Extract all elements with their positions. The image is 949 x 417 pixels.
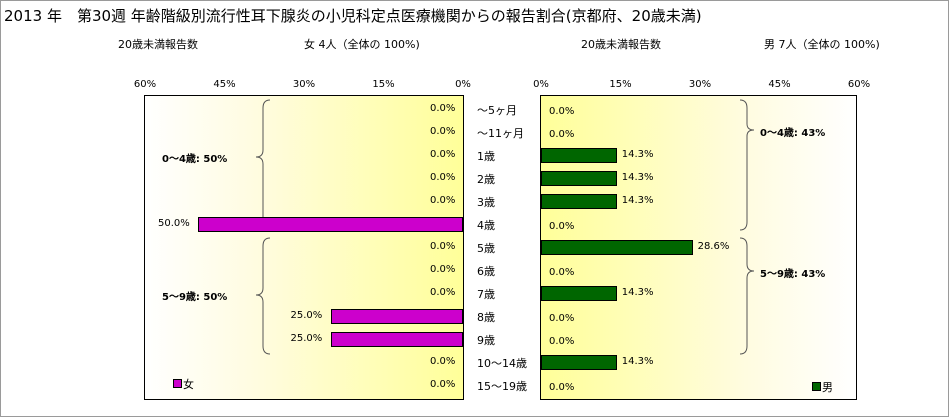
male-x-tick: 45% — [768, 79, 791, 90]
category-label: 4歳 — [477, 219, 495, 232]
female-plot-area — [144, 95, 464, 400]
female-value-label: 25.0% — [290, 333, 323, 344]
category-label: 2歳 — [477, 173, 495, 186]
male-value-label: 28.6% — [697, 241, 730, 252]
female-header-count-label: 20歳未満報告数 — [118, 38, 198, 51]
female-brace-5-9 — [255, 237, 271, 355]
female-value-label: 0.0% — [430, 287, 456, 298]
female-value-label: 0.0% — [430, 149, 456, 160]
male-bar — [541, 285, 617, 301]
male-value-label: 14.3% — [621, 356, 654, 367]
male-value-label: 14.3% — [621, 287, 654, 298]
female-brace-0-4 — [255, 99, 271, 231]
male-x-tick: 15% — [609, 79, 632, 90]
male-value-label: 14.3% — [621, 149, 654, 160]
female-value-label: 0.0% — [430, 195, 456, 206]
male-value-label: 0.0% — [549, 221, 575, 232]
female-value-label: 0.0% — [430, 103, 456, 114]
female-legend: 女 — [173, 376, 194, 392]
female-x-tick: 45% — [213, 79, 236, 90]
female-legend-swatch — [173, 379, 182, 388]
male-bar — [541, 170, 617, 186]
female-value-label: 0.0% — [430, 356, 456, 367]
female-bar — [198, 216, 463, 232]
female-value-label: 0.0% — [430, 172, 456, 183]
male-value-label: 0.0% — [549, 313, 575, 324]
category-label: 15～19歳 — [477, 380, 527, 393]
category-label: 9歳 — [477, 334, 495, 347]
category-label: 8歳 — [477, 311, 495, 324]
female-value-label: 0.0% — [430, 241, 456, 252]
male-group-label-0-4: 0～4歳: 43% — [760, 128, 826, 139]
male-bar — [541, 193, 617, 209]
male-value-label: 14.3% — [621, 172, 654, 183]
male-group-label-5-9: 5～9歳: 43% — [760, 269, 826, 280]
category-label: ～5ヶ月 — [477, 104, 517, 117]
male-legend: 男 — [812, 379, 833, 395]
male-header-count-label: 20歳未満報告数 — [581, 38, 661, 51]
category-label: 3歳 — [477, 196, 495, 209]
category-label: 10～14歳 — [477, 357, 527, 370]
category-label: 7歳 — [477, 288, 495, 301]
male-brace-5-9 — [739, 237, 755, 355]
male-value-label: 0.0% — [549, 382, 575, 393]
male-value-label: 0.0% — [549, 267, 575, 278]
female-x-tick: 30% — [292, 79, 316, 90]
male-bar — [541, 239, 693, 255]
female-value-label: 50.0% — [158, 218, 190, 229]
male-bar — [541, 147, 617, 163]
female-value-label: 0.0% — [430, 126, 456, 137]
female-value-label: 0.0% — [430, 264, 456, 275]
category-label: 6歳 — [477, 265, 495, 278]
male-brace-0-4 — [739, 99, 755, 231]
male-bar — [541, 354, 617, 370]
male-value-label: 0.0% — [549, 336, 575, 347]
female-x-tick: 60% — [133, 79, 157, 90]
female-group-label-5-9: 5～9歳: 50% — [162, 292, 228, 303]
female-bar — [330, 308, 463, 324]
chart-title: 2013 年 第30週 年齢階級別流行性耳下腺炎の小児科定点医療機関からの報告割… — [4, 7, 702, 25]
category-label: 5歳 — [477, 242, 495, 255]
male-value-label: 0.0% — [549, 106, 575, 117]
male-x-tick: 0% — [533, 79, 549, 90]
male-x-tick: 60% — [847, 79, 871, 90]
female-bar — [330, 331, 463, 347]
male-legend-label: 男 — [822, 381, 833, 394]
female-value-label: 0.0% — [430, 379, 456, 390]
female-x-tick: 15% — [372, 79, 395, 90]
male-x-tick: 30% — [688, 79, 712, 90]
female-legend-label: 女 — [183, 378, 194, 391]
male-header-total: 男 7人（全体の 100%) — [764, 38, 880, 51]
category-label: ～11ヶ月 — [477, 127, 524, 140]
category-label: 1歳 — [477, 150, 495, 163]
female-header-total: 女 4人（全体の 100%) — [304, 38, 420, 51]
male-value-label: 0.0% — [549, 129, 575, 140]
female-group-label-0-4: 0～4歳: 50% — [162, 154, 228, 165]
female-x-tick: 0% — [455, 79, 471, 90]
female-value-label: 25.0% — [290, 310, 323, 321]
male-legend-swatch — [812, 382, 821, 391]
male-value-label: 14.3% — [621, 195, 654, 206]
